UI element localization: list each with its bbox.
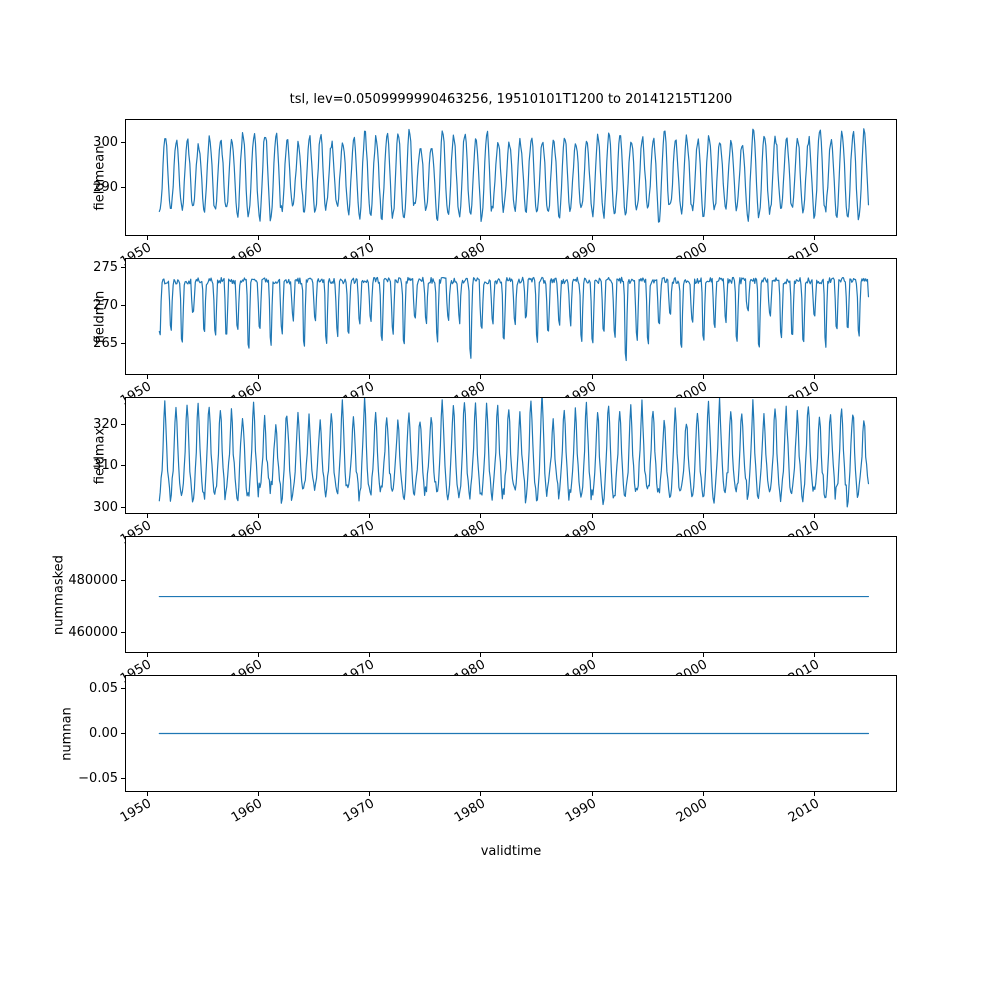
y-tick-mark	[121, 266, 125, 268]
series-line-path	[158, 128, 870, 223]
x-tick-mark	[591, 514, 593, 518]
axes-area	[125, 675, 897, 792]
y-tick-mark	[121, 507, 125, 509]
x-tick-mark	[146, 514, 148, 518]
x-tick-mark	[814, 792, 816, 796]
series-line-path	[158, 398, 870, 508]
y-tick-label: 290	[93, 180, 118, 196]
axes-area	[125, 536, 897, 653]
x-tick-label: 1950	[118, 796, 155, 826]
x-tick-label: 1990	[563, 796, 600, 826]
y-tick-label: 0.05	[89, 681, 118, 697]
y-tick-mark	[121, 632, 125, 634]
x-tick-mark	[257, 514, 259, 518]
subplot-fieldmean: fieldmean 300 290 1950 1960 1970 1980 1990 2000…	[93, 119, 897, 270]
x-tick-mark	[591, 236, 593, 240]
y-tick-label: 275	[93, 259, 118, 275]
x-tick-mark	[480, 236, 482, 240]
y-tick-mark	[121, 733, 125, 734]
x-axis-label: validtime	[480, 844, 542, 859]
y-tick-label: 460000	[68, 625, 118, 641]
x-tick-mark	[814, 236, 816, 240]
x-tick-mark	[814, 653, 816, 657]
x-tick-mark	[702, 514, 704, 518]
y-tick-mark	[121, 142, 125, 144]
y-tick-label: 480000	[68, 573, 118, 589]
x-tick-mark	[814, 375, 816, 379]
y-tick-label: 310	[93, 458, 118, 474]
y-tick-label: 270	[93, 297, 118, 313]
y-tick-label: 0.00	[89, 726, 118, 741]
y-tick-mark	[121, 342, 125, 344]
x-tick-mark	[369, 514, 371, 518]
series-line	[158, 128, 870, 223]
x-tick-mark	[702, 375, 704, 379]
x-tick-mark	[146, 375, 148, 379]
y-tick-mark	[121, 304, 125, 306]
x-tick-mark	[480, 514, 482, 518]
y-axis-label-fieldmin: fieldmin	[92, 290, 108, 344]
axes-area	[125, 397, 897, 514]
x-tick-mark	[814, 514, 816, 518]
x-tick-label: 1960	[229, 796, 266, 826]
y-tick-label: 265	[93, 335, 118, 351]
x-tick-mark	[146, 236, 148, 240]
series-line	[158, 732, 870, 735]
x-tick-mark	[369, 236, 371, 240]
axes-area	[125, 119, 897, 236]
x-tick-mark	[369, 792, 371, 796]
x-tick-label: 2000	[674, 796, 711, 826]
x-tick-mark	[591, 792, 593, 796]
x-tick-mark	[480, 792, 482, 796]
x-tick-label: 2010	[785, 796, 822, 826]
subplot-fieldmax: fieldmax 320 310 300 1950 1960 1970 1980 1990 20…	[93, 397, 897, 548]
y-tick-label: 300	[93, 135, 118, 151]
subplot-fieldmin: fieldmin 275 270 265 1950 1960 1970 1980 1990 20…	[93, 258, 897, 409]
x-tick-mark	[146, 792, 148, 796]
x-tick-mark	[369, 375, 371, 379]
axes-area	[125, 258, 897, 375]
y-tick-mark	[121, 187, 125, 189]
y-tick-mark	[121, 423, 125, 425]
y-axis-label-fieldmax: fieldmax	[92, 427, 108, 485]
x-tick-mark	[257, 375, 259, 379]
subplot-numnan: numnan 0.05 0.00 −0.05 1950 1960 1970 1980 1990…	[60, 675, 897, 826]
x-tick-mark	[369, 653, 371, 657]
series-line	[158, 276, 870, 362]
x-tick-label: 1980	[451, 796, 488, 826]
y-tick-label: −0.05	[78, 770, 118, 786]
x-tick-mark	[702, 236, 704, 240]
plot-title: tsl, lev=0.0509999990463256, 19510101T12…	[289, 92, 733, 107]
x-tick-mark	[257, 236, 259, 240]
x-tick-mark	[591, 653, 593, 657]
y-tick-mark	[121, 777, 125, 779]
x-tick-mark	[146, 653, 148, 657]
subplot-nummasked: nummasked 480000 460000 1950 1960 1970 1980 19…	[52, 536, 897, 687]
series-line	[158, 398, 870, 508]
y-tick-mark	[121, 465, 125, 467]
y-tick-mark	[121, 688, 125, 690]
x-tick-mark	[257, 653, 259, 657]
x-tick-mark	[591, 375, 593, 379]
y-tick-label: 320	[93, 416, 118, 432]
x-tick-mark	[480, 653, 482, 657]
y-tick-label: 300	[93, 500, 118, 516]
series-line	[158, 595, 870, 598]
x-tick-mark	[702, 653, 704, 657]
x-tick-mark	[257, 792, 259, 796]
x-tick-mark	[702, 792, 704, 796]
series-line-path	[158, 276, 870, 362]
x-tick-mark	[480, 375, 482, 379]
y-tick-mark	[121, 580, 125, 582]
x-tick-label: 1970	[340, 796, 377, 826]
